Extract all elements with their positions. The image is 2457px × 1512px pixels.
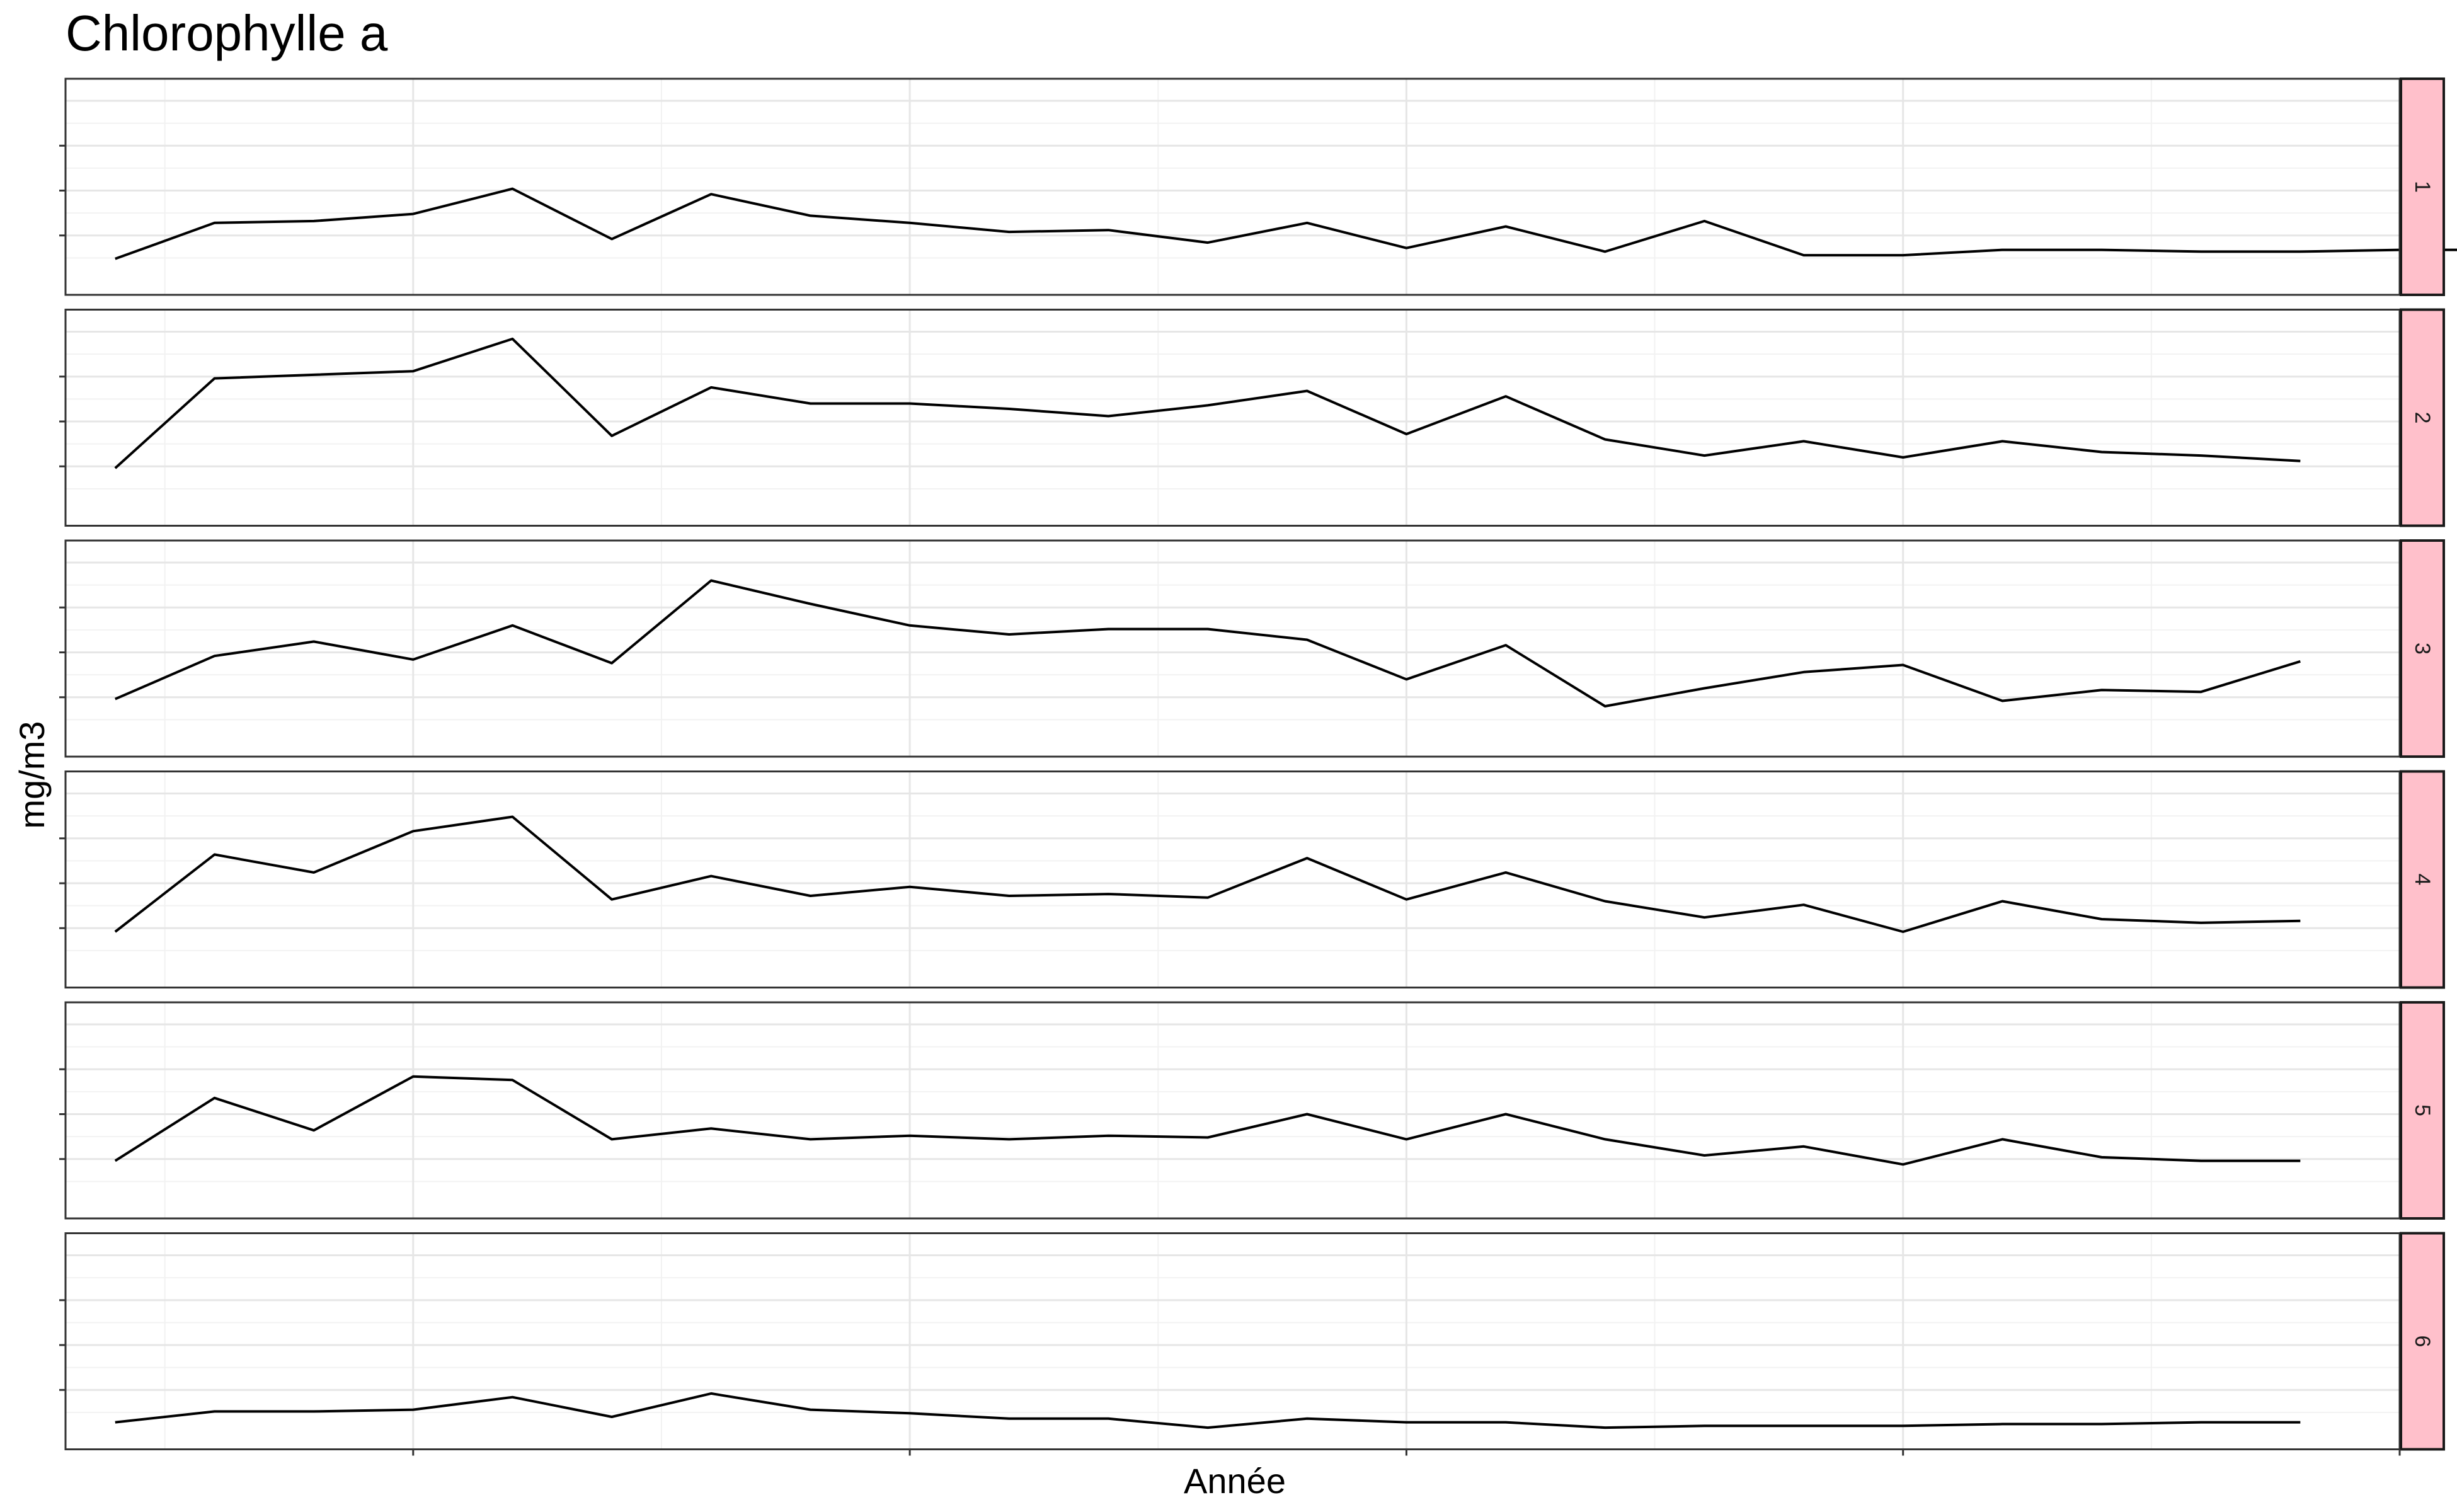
facet-strip: [2400, 1232, 2445, 1451]
facet-strip: [2400, 308, 2445, 527]
facet-strip: [2400, 770, 2445, 989]
facet-strip: [2400, 539, 2445, 758]
facet-strip-label: 2: [2410, 412, 2434, 424]
facet-panel-6: 6: [59, 1232, 2445, 1456]
series-line-6: [115, 1392, 2301, 1429]
panel-border: [64, 77, 2401, 296]
facet-strip-label: 6: [2410, 1336, 2434, 1348]
facet-panel-1: 1: [59, 77, 2457, 296]
facet-panel-4: 4: [59, 770, 2445, 989]
facet-strip-label: 3: [2410, 643, 2434, 655]
panel-border: [64, 539, 2401, 758]
facet-strip-label: 1: [2410, 181, 2434, 193]
series-line-4: [114, 815, 2301, 933]
series-line-5: [114, 1075, 2301, 1166]
y-axis-title: mg/m3: [12, 721, 52, 828]
series-line-2: [114, 337, 2301, 469]
facet-panels: 1 2 3 4 5 6: [59, 77, 2457, 1456]
chart-title: Chlorophylle a: [66, 5, 388, 61]
panel-border: [64, 1232, 2401, 1450]
facet-strip: [2400, 77, 2445, 296]
series-line-1: [115, 187, 2457, 260]
series-line-3: [115, 579, 2301, 707]
panel-border: [64, 770, 2401, 988]
facet-strip: [2400, 1001, 2445, 1220]
panel-border: [64, 1001, 2401, 1220]
facet-panel-5: 5: [59, 1001, 2445, 1220]
facet-strip-label: 5: [2410, 1104, 2434, 1116]
panel-border: [64, 309, 2401, 527]
facet-panel-2: 2: [59, 308, 2445, 527]
facet-strip-label: 4: [2410, 874, 2434, 886]
x-axis-title: Année: [1184, 1461, 1286, 1501]
facet-panel-3: 3: [59, 539, 2445, 758]
